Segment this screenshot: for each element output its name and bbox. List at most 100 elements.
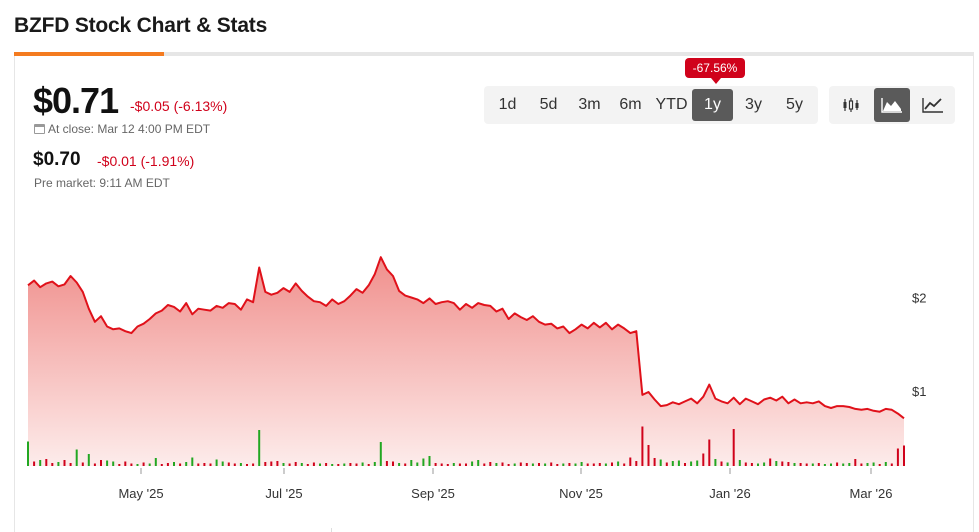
volume-bar — [525, 463, 528, 466]
volume-bar — [653, 458, 656, 466]
range-badge-pointer — [711, 78, 721, 84]
title-accent-bar — [14, 52, 164, 56]
volume-bar — [33, 461, 36, 466]
volume-bar — [276, 461, 279, 466]
range-3y-button[interactable]: 3y — [745, 96, 762, 113]
x-tick-label: Sep '25 — [411, 486, 455, 501]
volume-bar — [629, 457, 632, 466]
volume-bar — [580, 462, 583, 466]
volume-bar — [239, 463, 242, 466]
volume-bar — [300, 463, 303, 466]
volume-bar — [690, 461, 693, 466]
volume-bar — [331, 464, 334, 466]
volume-bar — [288, 463, 291, 466]
volume-bar — [252, 463, 255, 466]
volume-bar — [264, 462, 267, 466]
volume-bar — [750, 463, 753, 466]
volume-bar — [586, 463, 589, 466]
volume-bar — [100, 460, 102, 466]
volume-bar — [136, 464, 139, 466]
volume-bar — [677, 460, 680, 466]
volume-bar — [617, 461, 620, 466]
range-1d-button[interactable]: 1d — [498, 96, 517, 113]
volume-bar — [209, 463, 212, 466]
volume-bar — [282, 463, 285, 466]
volume-bar — [550, 462, 553, 466]
volume-bar — [544, 463, 547, 466]
volume-bar — [81, 462, 84, 466]
volume-bar — [221, 461, 224, 466]
range-6m-button[interactable]: 6m — [619, 96, 642, 113]
candlestick-chart-button[interactable] — [833, 88, 870, 122]
volume-bar — [781, 461, 784, 466]
volume-bar — [160, 464, 163, 466]
volume-bar — [440, 463, 443, 466]
premarket-label: Pre market: 9:11 AM EDT — [34, 176, 170, 190]
volume-bar — [854, 459, 857, 466]
volume-bar — [848, 463, 851, 466]
price-line — [27, 256, 905, 420]
volume-bar — [185, 462, 188, 466]
volume-bar — [319, 463, 321, 466]
range-selector: 1d 5d 3m 6m YTD 1y 3y 5y — [484, 86, 818, 124]
volume-bar — [416, 462, 419, 466]
volume-bar — [227, 462, 230, 466]
volume-bar — [659, 459, 662, 466]
volume-bar — [720, 461, 723, 466]
range-change-badge: -67.56% — [685, 58, 745, 78]
volume-bar — [860, 463, 863, 466]
range-1y-button[interactable]: 1y — [692, 89, 733, 121]
volume-bar — [191, 457, 194, 466]
volume-bar — [538, 463, 540, 466]
volume-bar — [215, 459, 218, 466]
volume-bar — [866, 463, 869, 466]
price-area — [28, 257, 904, 466]
volume-bar — [87, 454, 90, 466]
volume-bar — [142, 462, 145, 466]
y-tick-label: $1 — [912, 384, 926, 399]
volume-bar — [872, 462, 875, 466]
volume-bar — [51, 463, 54, 466]
volume-bar — [148, 463, 151, 466]
volume-bar — [799, 463, 802, 466]
bottom-divider — [331, 528, 332, 532]
volume-bar — [738, 460, 741, 466]
volume-bar — [294, 462, 297, 466]
volume-bar — [154, 458, 157, 466]
volume-bar — [179, 463, 182, 466]
volume-bar — [112, 461, 115, 466]
close-timestamp: At close: Mar 12 4:00 PM EDT — [34, 122, 210, 136]
x-tick-label: Jul '25 — [265, 486, 302, 501]
x-tick-label: Jan '26 — [709, 486, 751, 501]
volume-bar — [106, 460, 109, 466]
price-change: -$0.05 (-6.13%) — [130, 98, 228, 114]
volume-bar — [519, 462, 522, 466]
volume-bar — [465, 463, 467, 466]
volume-bar — [337, 464, 340, 466]
volume-bar — [312, 462, 315, 466]
volume-bar — [574, 463, 577, 466]
volume-bar — [458, 463, 461, 466]
volume-bar — [878, 464, 881, 466]
volume-bar — [306, 464, 309, 466]
line-chart-button[interactable] — [914, 88, 951, 122]
volume-bar — [367, 464, 370, 466]
close-label: At close: Mar 12 4:00 PM EDT — [48, 122, 211, 136]
volume-bar — [556, 464, 559, 466]
range-5y-button[interactable]: 5y — [786, 96, 803, 113]
volume-bar — [373, 462, 376, 466]
volume-bar — [811, 463, 814, 466]
premarket-change: -$0.01 (-1.91%) — [97, 153, 195, 169]
page-title: BZFD Stock Chart & Stats — [14, 14, 268, 37]
volume-bar — [124, 461, 127, 466]
volume-bar — [671, 461, 674, 466]
volume-bar — [452, 463, 455, 466]
volume-bar — [830, 463, 832, 466]
mountain-chart-button[interactable] — [873, 88, 911, 122]
range-3m-button[interactable]: 3m — [578, 96, 601, 113]
range-ytd-button[interactable]: YTD — [655, 96, 688, 113]
volume-bar — [361, 462, 364, 466]
volume-bar — [203, 463, 206, 466]
range-5d-button[interactable]: 5d — [539, 96, 558, 113]
